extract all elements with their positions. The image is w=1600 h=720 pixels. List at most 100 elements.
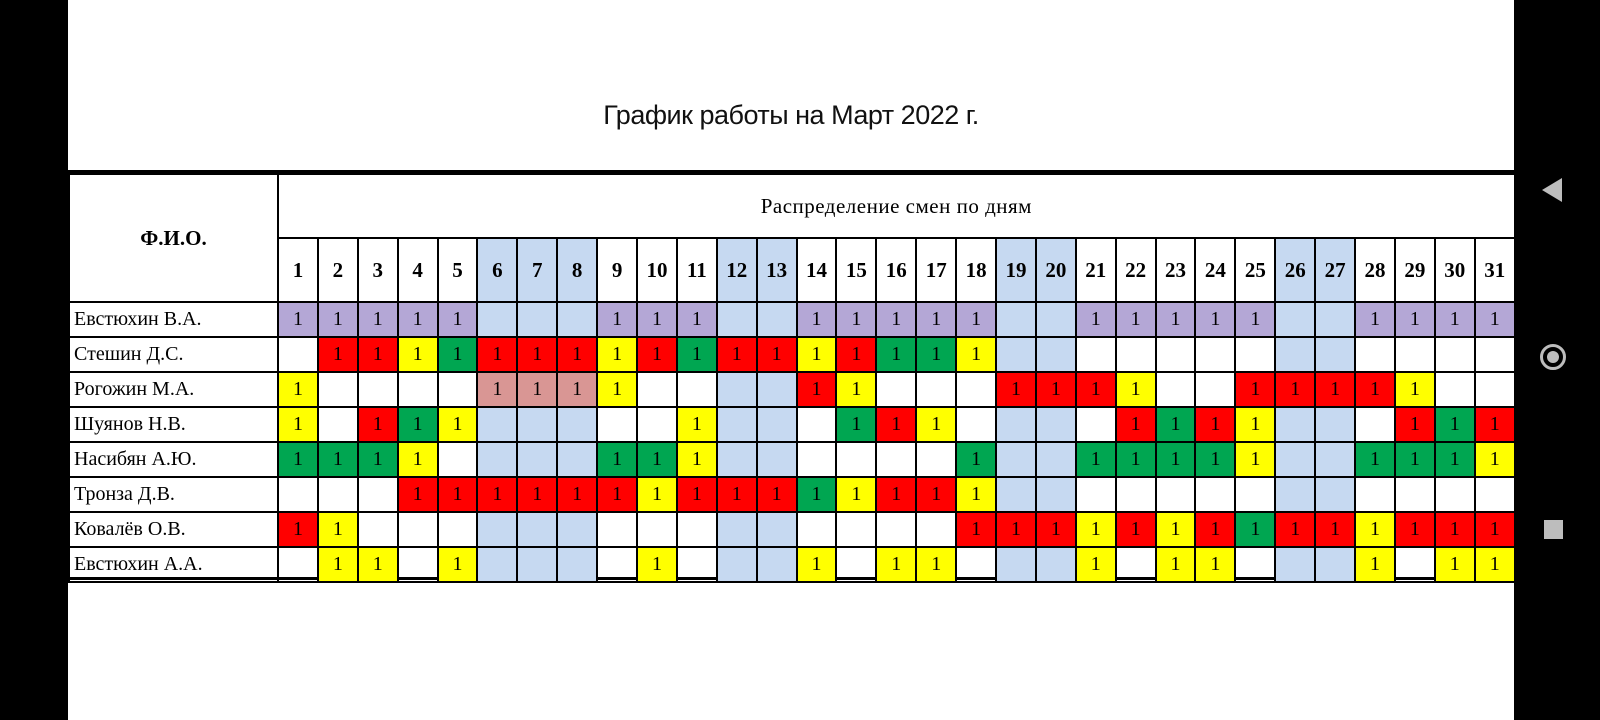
shift-cell: 1: [1354, 441, 1396, 478]
shift-cell: 1: [516, 476, 559, 513]
shift-cell: 1: [277, 406, 319, 443]
employee-row: Тронза Д.В. 1 1 1 1 1 1 1 1 1 1 1 1 1 1 1: [68, 476, 1516, 513]
empty-cell: [995, 441, 1037, 478]
android-nav-bar: [1514, 0, 1600, 720]
shift-cell: 1: [1114, 511, 1157, 548]
empty-cell: [1154, 476, 1197, 513]
shift-cell: 1: [1393, 371, 1436, 408]
shift-cell: 1: [1314, 511, 1357, 548]
back-triangle-icon: [1542, 178, 1562, 202]
shift-cell: 1: [636, 301, 678, 338]
empty-cell: [875, 511, 918, 548]
empty-cell: [675, 511, 718, 548]
shift-cell: 1: [875, 476, 918, 513]
empty-cell: [1074, 336, 1117, 373]
shift-cell: 1: [356, 546, 399, 583]
empty-cell: [995, 301, 1037, 338]
empty-cell: [516, 546, 559, 583]
empty-cell: [316, 371, 359, 408]
empty-cell: [1274, 301, 1317, 338]
shift-cell: 1: [516, 336, 559, 373]
shift-cell: 1: [1074, 371, 1117, 408]
day-header: 12: [715, 237, 758, 303]
shift-cell: 1: [1274, 511, 1317, 548]
empty-cell: [1114, 476, 1157, 513]
shift-cell: 1: [1194, 301, 1237, 338]
empty-cell: [675, 371, 718, 408]
empty-cell: [1314, 336, 1357, 373]
shift-cell: 1: [396, 406, 439, 443]
day-header: 25: [1234, 237, 1277, 303]
day-header: 16: [875, 237, 918, 303]
day-header: 20: [1034, 237, 1077, 303]
schedule-body: Евстюхин В.А. 1 1 1 1 1 1 1 1 1 1 1 1 1 1 1 1 1 1 1 1 1 1 Стеши…: [68, 301, 1516, 583]
empty-cell: [1393, 336, 1436, 373]
shift-cell: 1: [1234, 301, 1277, 338]
empty-cell: [755, 406, 798, 443]
day-header: 5: [436, 237, 479, 303]
shift-cell: 1: [277, 511, 319, 548]
recents-button[interactable]: [1514, 500, 1600, 560]
empty-cell: [875, 371, 918, 408]
shift-cell: 1: [396, 476, 439, 513]
shift-cell: 1: [875, 406, 918, 443]
day-header: 11: [675, 237, 718, 303]
day-header: 22: [1114, 237, 1157, 303]
shift-cell: 1: [835, 406, 878, 443]
day-header: 31: [1473, 237, 1516, 303]
day-header: 26: [1274, 237, 1317, 303]
empty-cell: [1154, 371, 1197, 408]
empty-cell: [795, 441, 838, 478]
shift-cell: 1: [316, 546, 359, 583]
empty-cell: [556, 301, 599, 338]
empty-cell: [1433, 476, 1476, 513]
empty-cell: [436, 441, 479, 478]
day-header: 24: [1194, 237, 1237, 303]
empty-cell: [636, 371, 678, 408]
shift-cell: 1: [1154, 441, 1197, 478]
empty-cell: [476, 546, 519, 583]
back-button[interactable]: [1514, 161, 1600, 221]
empty-cell: [277, 336, 319, 373]
day-header: 15: [835, 237, 878, 303]
shift-cell: 1: [1114, 301, 1157, 338]
shift-cell: 1: [356, 336, 399, 373]
empty-cell: [1274, 546, 1317, 583]
empty-cell: [715, 546, 758, 583]
shift-cell: 1: [1274, 371, 1317, 408]
empty-cell: [715, 441, 758, 478]
empty-cell: [1433, 336, 1476, 373]
shift-cell: 1: [1234, 371, 1277, 408]
shift-cell: 1: [795, 546, 838, 583]
empty-cell: [1034, 301, 1077, 338]
empty-cell: [556, 546, 599, 583]
shift-cell: 1: [835, 476, 878, 513]
shift-cell: 1: [1473, 406, 1516, 443]
shift-cell: 1: [835, 371, 878, 408]
employee-row: Евстюхин В.А. 1 1 1 1 1 1 1 1 1 1 1 1 1 1 1 1 1 1 1 1 1 1: [68, 301, 1516, 338]
shift-cell: 1: [1154, 301, 1197, 338]
home-button[interactable]: [1514, 330, 1600, 390]
empty-cell: [1433, 371, 1476, 408]
shift-cell: 1: [476, 476, 519, 513]
empty-cell: [755, 301, 798, 338]
empty-cell: [1354, 476, 1396, 513]
day-header: 14: [795, 237, 838, 303]
shift-cell: 1: [915, 546, 958, 583]
empty-cell: [715, 301, 758, 338]
empty-cell: [1274, 441, 1317, 478]
empty-cell: [356, 511, 399, 548]
shift-cell: 1: [795, 336, 838, 373]
shift-cell: 1: [1034, 511, 1077, 548]
shift-cell: 1: [436, 336, 479, 373]
shift-cell: 1: [596, 371, 639, 408]
day-header: 19: [995, 237, 1037, 303]
empty-cell: [596, 406, 639, 443]
shift-cell: 1: [1154, 511, 1197, 548]
empty-cell: [995, 406, 1037, 443]
day-header: 2: [316, 237, 359, 303]
shift-cell: 1: [1194, 441, 1237, 478]
document-page: График работы на Март 2022 г. Ф.И.О. Рас…: [68, 0, 1516, 720]
empty-cell: [636, 511, 678, 548]
